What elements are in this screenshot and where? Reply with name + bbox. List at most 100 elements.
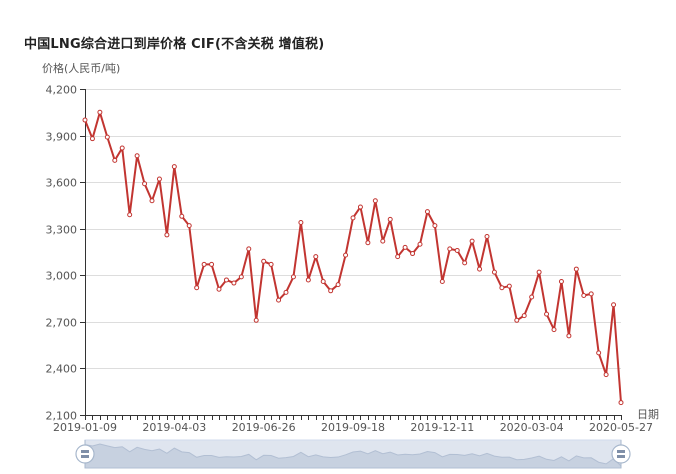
data-point[interactable] [462,260,468,266]
data-point[interactable] [238,274,244,280]
data-point[interactable] [484,233,490,239]
zoom-start-handle[interactable] [75,444,95,464]
data-point[interactable] [216,286,222,292]
y-tick-label: 3,900 [46,131,78,144]
data-point[interactable] [536,269,542,275]
data-point[interactable] [529,294,535,300]
x-tick-label: 2020-05-27 [589,421,653,434]
y-tick-label: 3,600 [46,177,78,190]
data-point[interactable] [432,223,438,229]
data-point[interactable] [194,285,200,291]
data-point[interactable] [521,313,527,319]
data-point[interactable] [491,269,497,275]
data-point[interactable] [298,220,304,225]
data-point[interactable] [253,317,259,323]
data-point[interactable] [276,297,282,303]
data-point[interactable] [134,153,140,159]
data-point[interactable] [454,247,460,253]
data-point[interactable] [164,232,170,238]
y-tick-label: 3,000 [46,270,78,283]
data-point[interactable] [573,266,579,272]
data-point[interactable] [380,238,386,244]
data-point[interactable] [566,333,572,339]
label-layer: 2,100 2,400 2,700 3,000 3,300 3,600 3,900 4,200… [42,61,659,434]
data-point[interactable] [156,176,162,182]
data-point[interactable] [305,277,311,283]
y-tick-label: 2,700 [46,317,78,330]
x-tick-label: 2019-04-03 [142,421,206,434]
data-point[interactable] [328,288,334,294]
x-tick-label: 2019-09-18 [321,421,385,434]
data-point[interactable] [127,212,133,218]
data-point[interactable] [596,350,602,356]
data-point[interactable] [320,279,326,284]
data-point[interactable] [477,266,483,272]
data-point[interactable] [142,181,148,187]
x-tick-label: 2019-01-09 [53,421,117,434]
data-point[interactable] [439,279,445,284]
data-point[interactable] [290,274,296,280]
data-point[interactable] [372,198,378,204]
data-point[interactable] [410,251,416,257]
chart-title: 中国LNG综合进口到岸价格 CIF(不含关税 增值税) [24,37,325,52]
data-point[interactable] [89,136,95,142]
data-point[interactable] [424,209,430,215]
data-point[interactable] [82,117,88,123]
data-point[interactable] [246,246,252,252]
data-point[interactable] [313,254,319,260]
data-point[interactable] [506,283,512,289]
axis-layer [80,89,622,420]
data-zoom-slider[interactable]: 〓〓 [75,439,631,469]
data-point[interactable] [119,145,125,151]
data-point[interactable] [469,238,475,244]
data-point[interactable] [171,164,177,170]
zoom-end-handle[interactable] [611,444,631,464]
data-point[interactable] [551,327,557,333]
data-point[interactable] [395,254,401,260]
data-point[interactable] [603,372,609,378]
data-point[interactable] [179,213,185,219]
data-point[interactable] [558,279,564,284]
data-point[interactable] [447,246,453,252]
y-tick-label: 2,100 [46,410,78,423]
point-layer [82,109,624,406]
data-point[interactable] [268,261,274,267]
x-tick-label: 2020-03-04 [500,421,564,434]
data-point[interactable] [112,157,118,163]
data-point[interactable] [209,261,215,267]
x-axis-title: 日期 [637,408,659,421]
data-point[interactable] [387,216,393,222]
data-point[interactable] [588,291,594,297]
data-point[interactable] [149,198,155,204]
data-point[interactable] [618,400,624,406]
data-point[interactable] [186,223,192,229]
data-point[interactable] [611,302,617,308]
data-point[interactable] [231,280,237,286]
data-point[interactable] [365,240,371,246]
data-point[interactable] [350,215,356,221]
grid-layer [85,89,621,369]
data-point[interactable] [97,109,103,115]
y-tick-label: 4,200 [46,84,78,97]
data-point[interactable] [335,282,341,288]
data-point[interactable] [223,277,229,283]
zoom-preview [84,443,622,469]
data-point[interactable] [499,285,505,291]
data-point[interactable] [261,258,267,264]
y-axis-title: 价格(人民币/吨) [42,61,120,75]
data-point[interactable] [417,241,423,247]
data-point[interactable] [581,292,587,298]
data-point[interactable] [283,289,289,295]
data-point[interactable] [104,134,110,140]
x-tick-label: 2019-06-26 [232,421,296,434]
zoom-end-handle-grip: 〓 [616,450,626,461]
data-point[interactable] [357,204,363,210]
data-point[interactable] [201,261,207,267]
data-point[interactable] [514,317,520,323]
data-point[interactable] [343,252,349,258]
data-point[interactable] [544,311,550,317]
data-point[interactable] [402,244,408,250]
y-tick-label: 2,400 [46,363,78,376]
line-layer [84,111,622,403]
